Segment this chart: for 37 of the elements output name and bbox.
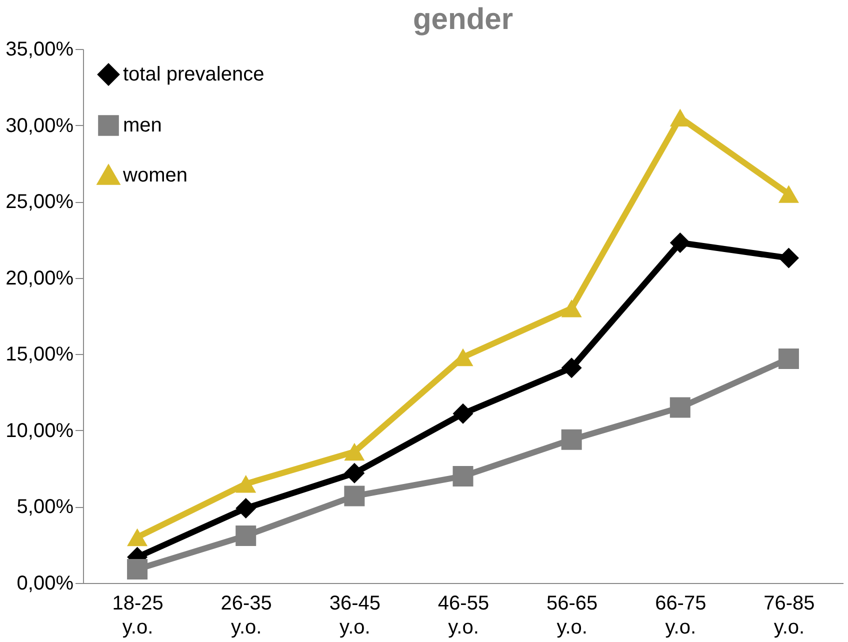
point xyxy=(127,559,148,580)
point xyxy=(561,429,582,450)
point xyxy=(236,474,256,493)
point xyxy=(236,498,256,518)
legend-label: men xyxy=(123,114,162,136)
x-tick-label: 56-65 y.o. xyxy=(546,592,598,638)
point xyxy=(778,248,799,268)
point xyxy=(344,462,365,484)
y-tick-label: 30,00% xyxy=(6,114,74,137)
y-tick-label: 35,00% xyxy=(6,38,74,60)
y-tick-label: 10,00% xyxy=(6,420,74,442)
legend-label: total prevalence xyxy=(123,64,264,86)
x-tick-label: 76-85 y.o. xyxy=(764,592,815,638)
chart-title: gender xyxy=(412,3,514,36)
point xyxy=(778,348,799,369)
x-tick-label: 46-55 y.o. xyxy=(438,592,490,638)
point xyxy=(344,486,365,506)
x-tick-label: 66-75 y.o. xyxy=(655,592,706,638)
y-tick-label: 0,00% xyxy=(16,572,74,594)
y-tick-label: 5,00% xyxy=(16,496,74,518)
legend-label: women xyxy=(122,164,188,186)
point xyxy=(561,358,582,378)
point xyxy=(236,525,256,546)
y-tick-label: 15,00% xyxy=(6,344,74,366)
x-tick-label: 36-45 y.o. xyxy=(329,592,381,638)
x-tick-label: 18-25 y.o. xyxy=(112,592,164,638)
point xyxy=(561,299,582,318)
point xyxy=(344,442,365,461)
point xyxy=(670,232,690,254)
point xyxy=(127,528,148,546)
y-tick-label: 20,00% xyxy=(6,267,74,290)
point xyxy=(778,185,799,203)
x-tick-label: 26-35 y.o. xyxy=(220,592,272,638)
y-tick-label: 25,00% xyxy=(6,191,74,214)
point xyxy=(452,403,474,424)
point xyxy=(452,466,474,486)
point xyxy=(670,397,690,418)
